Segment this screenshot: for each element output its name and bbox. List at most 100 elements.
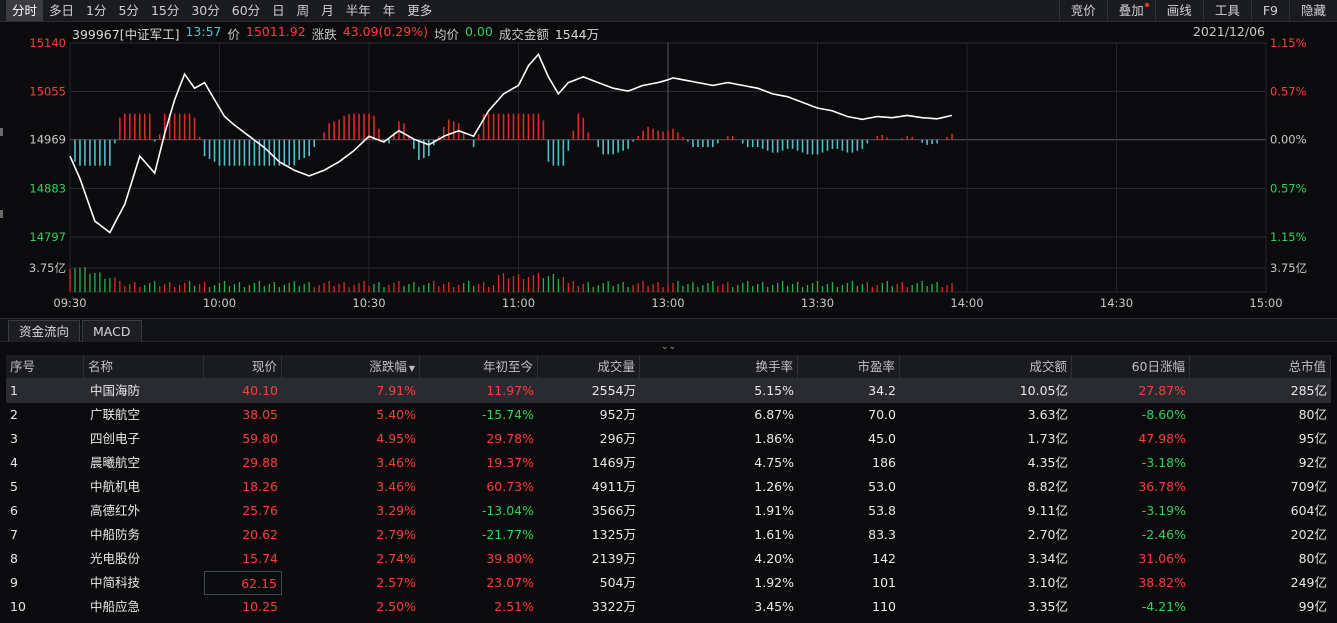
change-value: 43.09(0.29%) [342, 24, 428, 39]
table-cell: 1.61% [754, 527, 794, 542]
period-button[interactable]: 周 [296, 3, 310, 18]
table-cell: -8.60% [1141, 407, 1186, 422]
tool-button[interactable]: 画线 [1154, 0, 1203, 21]
table-cell: 1.86% [754, 431, 794, 446]
table-cell: 15.74 [242, 551, 278, 566]
table-cell: 39.80% [486, 551, 534, 566]
index-code-name: 399967[中证军工] [72, 27, 180, 42]
period-button[interactable]: 日 [272, 3, 285, 18]
table-cell: 1.26% [754, 479, 794, 494]
tab-macd[interactable]: MACD [82, 320, 142, 342]
table-cell: 光电股份 [90, 551, 141, 566]
table-cell: 3.45% [754, 599, 794, 614]
table-row[interactable]: 5 中航机电 18.26 3.46% 60.73% 4911万 1.26% 53.0 8.82亿… [6, 475, 1331, 499]
tool-button[interactable]: F9 [1250, 0, 1289, 21]
table-row[interactable]: 3 四创电子 59.80 4.95% 29.78% 296万 1.86% 45.0 1.73亿 4… [6, 427, 1331, 451]
period-button[interactable]: 15分 [150, 3, 180, 18]
table-cell: 晨曦航空 [90, 455, 141, 470]
column-header[interactable]: 名称 [84, 355, 204, 379]
quote-time: 13:57 [185, 24, 222, 39]
period-button[interactable]: 60分 [231, 3, 261, 18]
price-line [69, 52, 953, 234]
period-button[interactable]: 半年 [345, 3, 371, 18]
tool-button[interactable]: 隐藏 [1288, 0, 1337, 21]
column-header[interactable]: 现价 [204, 355, 282, 379]
tool-button[interactable]: 工具 [1202, 0, 1251, 21]
table-cell: -21.77% [481, 527, 534, 542]
table-cell: 83.3 [868, 527, 896, 542]
indicator-tabs: 资金流向 MACD [0, 318, 1337, 342]
y-axis-left-label: 15055 [29, 84, 66, 98]
period-button[interactable]: 1分 [86, 3, 107, 18]
table-cell: 3.34亿 [1027, 551, 1068, 566]
table-cell: 202亿 [1290, 527, 1327, 542]
column-header[interactable]: 涨跌幅 ▼ [282, 355, 420, 379]
table-cell: 中国海防 [90, 383, 141, 398]
period-button[interactable]: 分时 [6, 0, 44, 21]
table-cell: 20.62 [242, 527, 278, 542]
x-axis-label: 14:30 [1100, 296, 1133, 310]
table-cell: 2554万 [591, 383, 636, 398]
table-cell: -4.21% [1141, 599, 1186, 614]
column-header[interactable]: 成交量 [538, 355, 640, 379]
table-row[interactable]: 2 广联航空 38.05 5.40% -15.74% 952万 6.87% 70.0 3.63亿… [6, 403, 1331, 427]
column-header-label: 成交额 [1029, 359, 1067, 374]
table-cell: 9 [10, 575, 18, 590]
table-row[interactable]: 4 晨曦航空 29.88 3.46% 19.37% 1469万 4.75% 186 4.35亿 -… [6, 451, 1331, 475]
period-button[interactable]: 30分 [191, 3, 220, 18]
column-header-label: 成交量 [597, 359, 635, 374]
collapse-icon[interactable]: ⌄⌄ [661, 342, 677, 352]
period-button[interactable]: 年 [382, 3, 396, 18]
column-header-label: 年初至今 [482, 359, 533, 374]
period-button[interactable]: 月 [321, 3, 334, 18]
column-header[interactable]: 60日涨幅 [1072, 355, 1190, 379]
table-cell: 6.87% [754, 407, 794, 422]
table-row[interactable]: 7 中船防务 20.62 2.79% -21.77% 1325万 1.61% 83.3 2.70… [6, 523, 1331, 547]
table-cell: 4.35亿 [1027, 455, 1068, 470]
table-cell: 285亿 [1290, 383, 1327, 398]
table-cell: 10.05亿 [1019, 383, 1068, 398]
period-buttons: 分时 多日 1分 5分 15分 30分 60分日周月半年年更多 [0, 0, 438, 21]
table-cell: 504万 [599, 575, 636, 590]
x-axis-label: 14:00 [950, 296, 983, 310]
table-row[interactable]: 1 中国海防 40.10 7.91% 11.97% 2554万 5.15% 34.2 10.05… [6, 379, 1331, 403]
tool-button[interactable]: 竞价 [1058, 0, 1107, 21]
period-toolbar: 分时 多日 1分 5分 15分 30分 60分日周月半年年更多 竞价 叠加 画线 工具 F9 隐藏 [0, 0, 1337, 22]
table-cell: 1 [10, 383, 18, 398]
table-cell: 9.11亿 [1027, 503, 1068, 518]
table-row[interactable]: 10 中船应急 10.25 2.50% 2.51% 3322万 3.45% 110 3.35亿 -… [6, 595, 1331, 619]
column-header[interactable]: 换手率 [640, 355, 798, 379]
period-button[interactable]: 多日 [49, 3, 75, 18]
tool-button[interactable]: 叠加 [1106, 0, 1155, 21]
y-axis-right-label: 1.15% [1270, 230, 1307, 244]
table-row[interactable]: 9 中简科技 62.15 2.57% 23.07% 504万 1.92% 101 3.10亿 38… [6, 571, 1331, 595]
table-cell: 60.73% [486, 479, 534, 494]
column-header[interactable]: 总市值 [1190, 355, 1331, 379]
amount-label: 成交金额 [498, 27, 549, 42]
tab-fund-flow[interactable]: 资金流向 [8, 320, 81, 342]
table-row[interactable]: 8 光电股份 15.74 2.74% 39.80% 2139万 4.20% 142 3.34亿 3… [6, 547, 1331, 571]
edge-marker [0, 128, 3, 136]
table-cell: 3.10亿 [1027, 575, 1068, 590]
column-header-label: 涨跌幅 [369, 359, 407, 374]
table-cell: 3.46% [376, 479, 416, 494]
notify-dot-icon [1144, 3, 1149, 7]
intraday-chart[interactable]: 15140 15055 14969 14883 14797 1.15% 0.57% 0.00%… [0, 0, 1337, 318]
column-header[interactable]: 年初至今 [420, 355, 538, 379]
table-row[interactable]: 6 高德红外 25.76 3.29% -13.04% 3566万 1.91% 53.8 9.11… [6, 499, 1331, 523]
sort-desc-icon: ▼ [408, 364, 415, 373]
column-header[interactable]: 市盈率 [798, 355, 900, 379]
table-cell: 7 [10, 527, 18, 542]
period-button[interactable]: 更多 [407, 3, 433, 18]
table-cell: 8.82亿 [1027, 479, 1068, 494]
table-cell: 101 [872, 575, 896, 590]
column-header[interactable]: 成交额 [900, 355, 1072, 379]
column-header-label: 60日涨幅 [1131, 359, 1185, 374]
column-header-label: 现价 [251, 359, 277, 374]
period-button[interactable]: 5分 [118, 3, 139, 18]
column-header[interactable]: 序号 [6, 355, 84, 379]
y-axis-right-label: 0.00% [1270, 133, 1307, 147]
y-axis-right-label: 0.57% [1270, 181, 1307, 195]
table-cell: 2.79% [376, 527, 416, 542]
table-cell: 高德红外 [90, 503, 141, 518]
